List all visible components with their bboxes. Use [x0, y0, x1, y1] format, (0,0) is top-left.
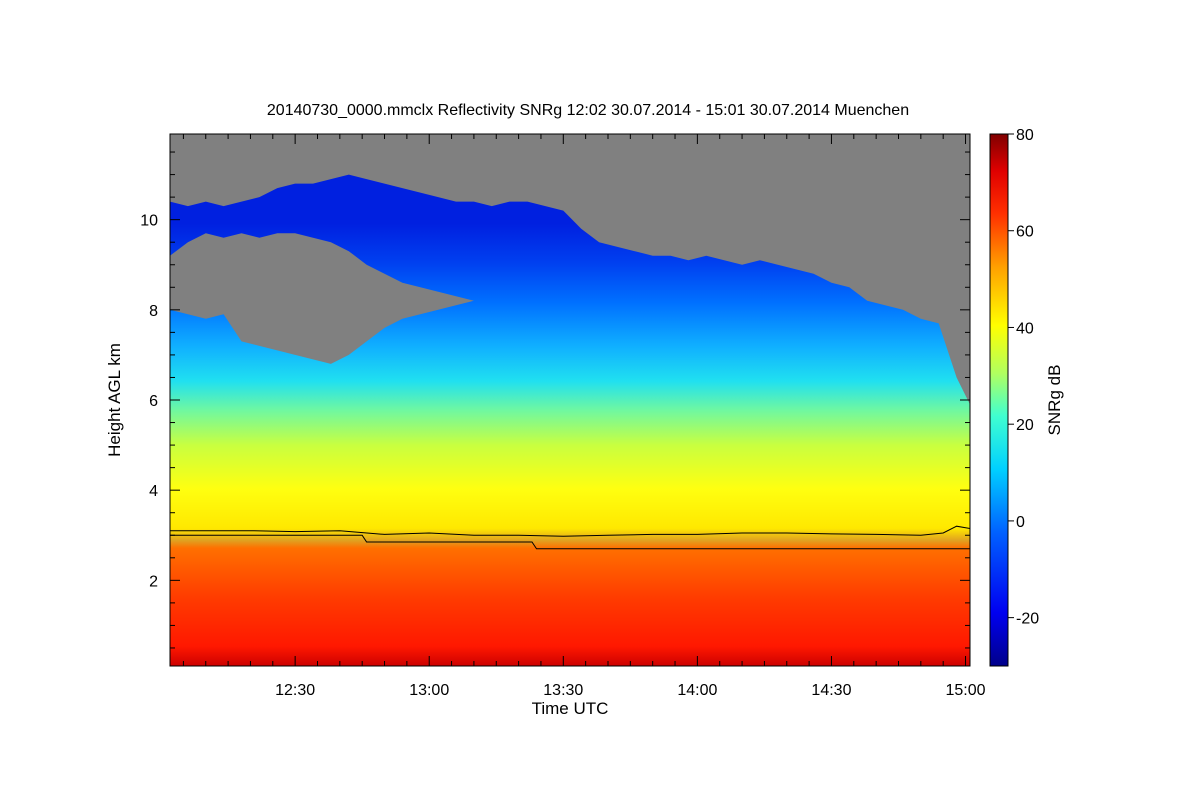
colorbar-tick-label: 40: [1016, 320, 1034, 337]
x-tick-label: 13:30: [543, 682, 583, 699]
y-axis-label: Height AGL km: [105, 343, 124, 457]
upper-echo-gap: [170, 233, 474, 364]
colorbar-tick-label: 60: [1016, 224, 1034, 241]
y-tick-label: 4: [149, 483, 158, 500]
colorbar: -20 0 20 40 60 80 SNRg dB: [989, 127, 1064, 667]
colorbar-ticks: -20 0 20 40 60 80: [1008, 127, 1039, 628]
colorbar-tick-label: -20: [1016, 611, 1039, 628]
x-axis: 12:30 13:00 13:30 14:00 14:30 15:00: [182, 134, 986, 699]
x-tick-label: 13:00: [409, 682, 449, 699]
y-tick-label: 10: [140, 213, 158, 230]
x-tick-label: 15:00: [946, 682, 986, 699]
y-tick-label: 2: [149, 573, 158, 590]
plot-area: [169, 133, 971, 667]
melting-layer-line: [170, 525, 970, 537]
x-axis-label: Time UTC: [532, 699, 609, 718]
colorbar-tick-label: 20: [1016, 417, 1034, 434]
freezing-level-line: [170, 534, 970, 550]
y-tick-label: 8: [149, 303, 158, 320]
colorbar-gradient: [989, 133, 1009, 667]
x-tick-label: 12:30: [275, 682, 315, 699]
colorbar-tick-label: 0: [1016, 514, 1025, 531]
colorbar-label: SNRg dB: [1045, 365, 1064, 436]
y-axis: 2 4 6 8 10: [140, 151, 970, 649]
chart-title: 20140730_0000.mmclx Reflectivity SNRg 12…: [267, 102, 909, 119]
x-tick-label: 14:00: [677, 682, 717, 699]
x-tick-label: 14:30: [811, 682, 851, 699]
y-tick-label: 6: [149, 393, 158, 410]
colorbar-tick-label: 80: [1016, 127, 1034, 144]
